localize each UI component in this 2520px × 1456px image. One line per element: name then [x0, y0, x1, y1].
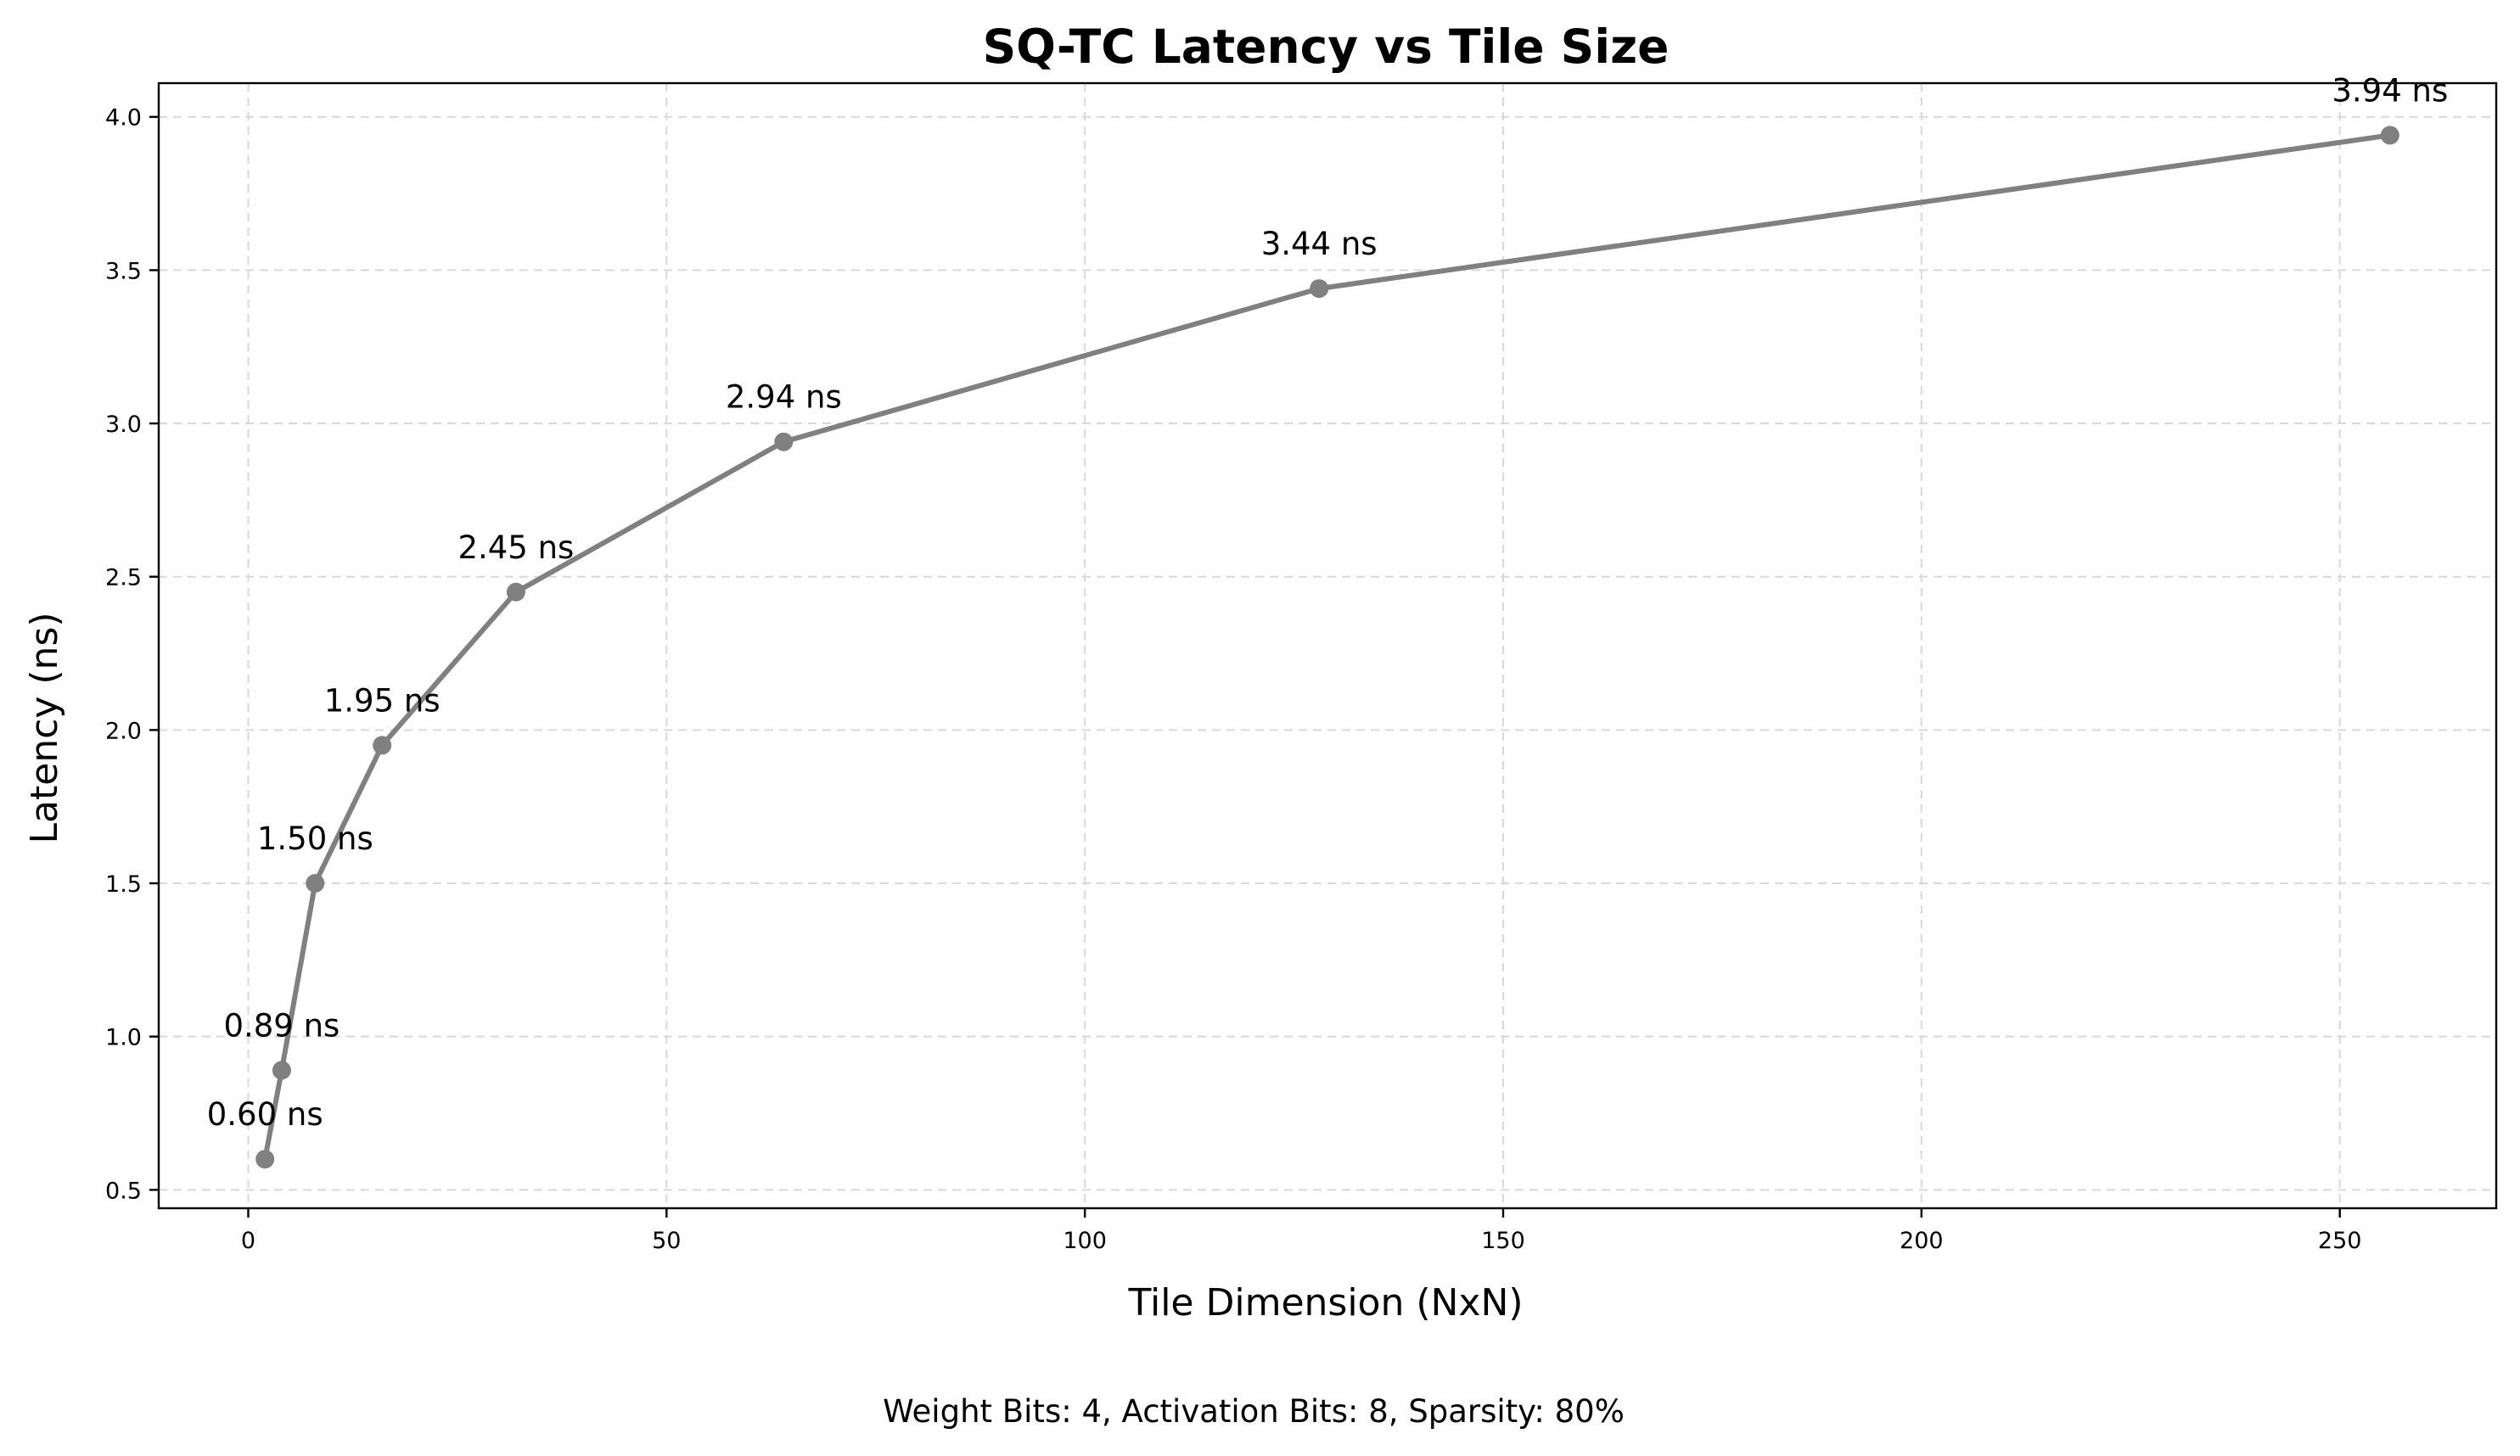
y-tick-label: 0.5 [105, 1178, 142, 1204]
plot-frame [157, 81, 2498, 1210]
data-labels: 0.60 ns 0.89 ns 1.50 ns 1.95 ns 2.45 ns 2.94 … [207, 72, 2449, 1133]
data-value-label: 1.50 ns [257, 820, 373, 857]
y-tick-label: 4.0 [105, 105, 142, 132]
y-axis-title: Latency (ns) [23, 612, 66, 843]
y-tick-label: 1.5 [105, 871, 142, 898]
data-value-label: 1.95 ns [324, 682, 441, 719]
data-point [774, 432, 794, 451]
chart-footnote: Weight Bits: 4, Activation Bits: 8, Spar… [883, 1393, 1625, 1430]
x-tick-label: 250 [2318, 1228, 2362, 1254]
axis-ticks: 0 50 100 150 200 250 0.5 1.0 1.5 2.0 2.5 3.0 3.5 4.0 [105, 105, 2361, 1254]
y-tick-label: 2.5 [105, 565, 142, 591]
data-value-label: 3.44 ns [1261, 226, 1378, 262]
y-tick-label: 3.0 [105, 412, 142, 438]
data-value-label: 2.45 ns [457, 529, 574, 566]
data-value-label: 0.60 ns [207, 1096, 323, 1133]
data-point [2380, 126, 2399, 145]
x-axis-title: Tile Dimension (NxN) [1127, 1281, 1523, 1324]
x-tick-label: 150 [1481, 1228, 1525, 1254]
data-point [1310, 279, 1329, 299]
data-point [272, 1061, 291, 1080]
x-tick-label: 0 [241, 1228, 255, 1254]
data-point [506, 582, 525, 602]
x-tick-label: 200 [1900, 1228, 1944, 1254]
x-tick-label: 50 [652, 1228, 681, 1254]
y-tick-label: 3.5 [105, 258, 142, 284]
data-value-label: 2.94 ns [726, 379, 842, 416]
data-value-label: 3.94 ns [2332, 72, 2448, 109]
data-value-label: 0.89 ns [223, 1007, 340, 1044]
data-point [373, 736, 392, 755]
series-plot [255, 126, 2399, 1169]
data-point [255, 1150, 275, 1169]
data-point [306, 874, 325, 893]
y-tick-label: 1.0 [105, 1025, 142, 1051]
x-tick-label: 100 [1063, 1228, 1107, 1254]
y-tick-label: 2.0 [105, 718, 142, 744]
chart-title: SQ-TC Latency vs Tile Size [983, 20, 1670, 74]
series-line [262, 132, 2393, 1162]
